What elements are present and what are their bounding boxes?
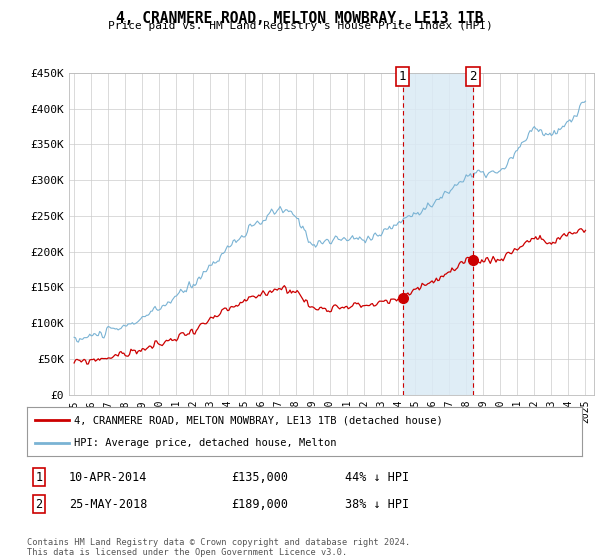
Text: 1: 1: [35, 470, 43, 484]
Text: 1: 1: [399, 70, 406, 83]
Bar: [403, 73, 473, 395]
Text: 2: 2: [469, 70, 477, 83]
Text: 4, CRANMERE ROAD, MELTON MOWBRAY, LE13 1TB: 4, CRANMERE ROAD, MELTON MOWBRAY, LE13 1…: [116, 11, 484, 26]
Text: 25-MAY-2018: 25-MAY-2018: [69, 497, 148, 511]
Text: 38% ↓ HPI: 38% ↓ HPI: [345, 497, 409, 511]
Text: £189,000: £189,000: [231, 497, 288, 511]
Text: 10-APR-2014: 10-APR-2014: [69, 470, 148, 484]
Text: HPI: Average price, detached house, Melton: HPI: Average price, detached house, Melt…: [74, 438, 337, 448]
Text: Contains HM Land Registry data © Crown copyright and database right 2024.
This d: Contains HM Land Registry data © Crown c…: [27, 538, 410, 557]
Text: 4, CRANMERE ROAD, MELTON MOWBRAY, LE13 1TB (detached house): 4, CRANMERE ROAD, MELTON MOWBRAY, LE13 1…: [74, 416, 443, 426]
Text: 2: 2: [35, 497, 43, 511]
Text: £135,000: £135,000: [231, 470, 288, 484]
Text: 44% ↓ HPI: 44% ↓ HPI: [345, 470, 409, 484]
Text: Price paid vs. HM Land Registry's House Price Index (HPI): Price paid vs. HM Land Registry's House …: [107, 21, 493, 31]
